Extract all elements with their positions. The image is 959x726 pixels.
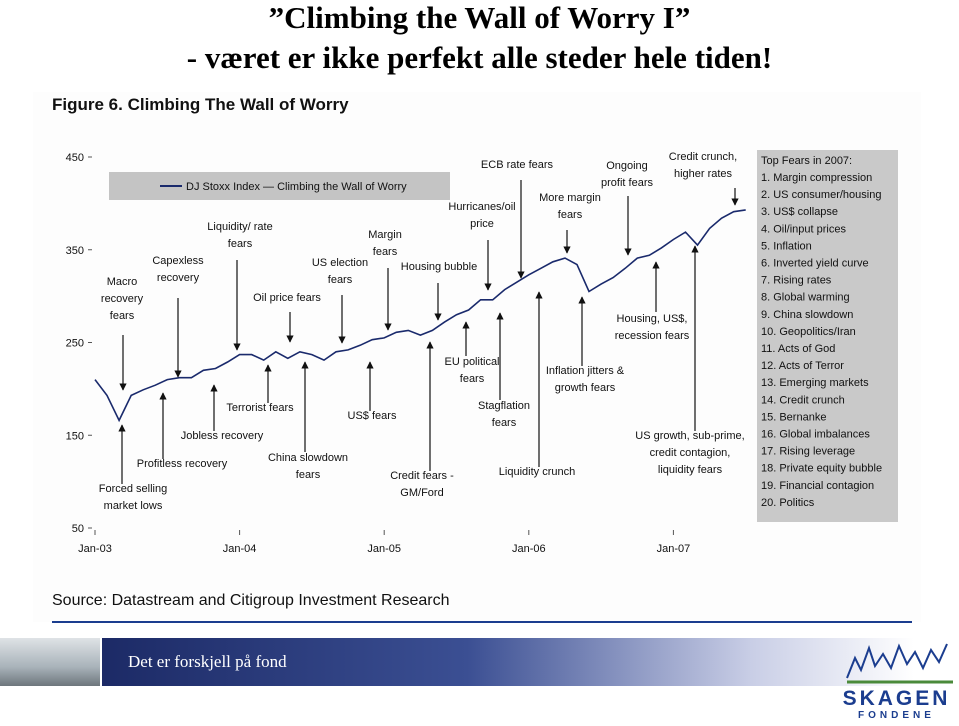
fears-item: 20. Politics	[761, 497, 815, 509]
fears-item: 12. Acts of Terror	[761, 360, 844, 372]
annotation: fears	[296, 469, 321, 481]
annotation: Ongoing	[606, 160, 648, 172]
fears-item: 3. US$ collapse	[761, 206, 838, 218]
slide-subtitle: - været er ikke perfekt alle steder hele…	[186, 40, 773, 75]
annotation: Liquidity crunch	[499, 466, 575, 478]
annotation: GM/Ford	[400, 487, 443, 499]
x-tick-label: Jan-04	[223, 543, 257, 555]
logo-subtext: FONDENE	[858, 710, 935, 721]
annotation: Housing, US$,	[617, 313, 688, 325]
fears-title: Top Fears in 2007:	[761, 155, 852, 167]
annotation: Margin	[368, 229, 402, 241]
annotation: growth fears	[555, 382, 616, 394]
annotation: Housing bubble	[401, 261, 477, 273]
annotation: liquidity fears	[658, 464, 723, 476]
fears-item: 18. Private equity bubble	[761, 463, 882, 475]
annotation: ECB rate fears	[481, 159, 554, 171]
y-tick-label: 450	[66, 152, 84, 164]
annotation: higher rates	[674, 168, 733, 180]
x-tick-label: Jan-05	[367, 543, 401, 555]
annotation: credit contagion,	[650, 447, 731, 459]
figure-title: Figure 6. Climbing The Wall of Worry	[52, 95, 349, 114]
fears-item: 16. Global imbalances	[761, 429, 870, 441]
annotation: Inflation jitters &	[546, 365, 625, 377]
annotation: US growth, sub-prime,	[635, 430, 744, 442]
fears-item: 5. Inflation	[761, 240, 812, 252]
annotation: market lows	[104, 500, 163, 512]
slide-title: ”Climbing the Wall of Worry I”	[268, 0, 691, 35]
fears-box	[757, 150, 898, 522]
fears-item: 4. Oil/input prices	[761, 223, 846, 235]
logo-text: SKAGEN	[842, 687, 951, 710]
annotation: Credit fears -	[390, 470, 454, 482]
annotation: recession fears	[615, 330, 690, 342]
fears-item: 13. Emerging markets	[761, 377, 869, 389]
annotation: fears	[460, 373, 485, 385]
annotation: US$ fears	[348, 410, 397, 422]
footer-text: Det er forskjell på fond	[128, 652, 287, 671]
annotation: fears	[328, 274, 353, 286]
y-tick-label: 350	[66, 245, 84, 257]
fears-item: 7. Rising rates	[761, 275, 832, 287]
fears-item: 11. Acts of God	[761, 343, 835, 355]
annotation: Profitless recovery	[137, 458, 228, 470]
fears-item: 14. Credit crunch	[761, 394, 845, 406]
lighthouse-photo	[0, 638, 100, 686]
chart: Figure 6. Climbing The Wall of Worry Sou…	[52, 95, 912, 623]
annotation: More margin	[539, 192, 601, 204]
annotation: Forced selling	[99, 483, 167, 495]
annotation: fears	[558, 209, 583, 221]
annotation: fears	[228, 238, 253, 250]
series-line	[94, 209, 746, 423]
annotation: Hurricanes/oil	[448, 201, 515, 213]
annotation: fears	[110, 310, 135, 322]
annotation: recovery	[157, 272, 200, 284]
annotation: price	[470, 218, 494, 230]
annotation: fears	[492, 417, 517, 429]
annotation: recovery	[101, 293, 144, 305]
annotation: fears	[373, 246, 398, 258]
y-tick-label: 250	[66, 338, 84, 350]
annotation: Capexless	[152, 255, 204, 267]
fears-item: 19. Financial contagion	[761, 480, 874, 492]
fears-item: 8. Global warming	[761, 292, 850, 304]
annotation: Credit crunch,	[669, 151, 737, 163]
x-tick-label: Jan-03	[78, 543, 112, 555]
fears-item: 9. China slowdown	[761, 309, 853, 321]
annotation: Macro	[107, 276, 138, 288]
logo-icon	[846, 643, 953, 684]
fears-item: 15. Bernanke	[761, 411, 826, 423]
annotation: Liquidity/ rate	[207, 221, 272, 233]
fears-item: 1. Margin compression	[761, 172, 872, 184]
annotation: US election	[312, 257, 368, 269]
annotation: Stagflation	[478, 400, 530, 412]
annotation: profit fears	[601, 177, 653, 189]
y-tick-label: 150	[66, 430, 84, 442]
footer-band	[102, 638, 914, 686]
fears-item: 10. Geopolitics/Iran	[761, 326, 856, 338]
fears-item: 6. Inverted yield curve	[761, 258, 869, 270]
annotation: Oil price fears	[253, 292, 321, 304]
annotation: Terrorist fears	[226, 402, 294, 414]
y-tick-label: 50	[72, 523, 84, 535]
annotation: China slowdown	[268, 452, 348, 464]
fears-item: 2. US consumer/housing	[761, 189, 881, 201]
x-tick-label: Jan-06	[512, 543, 546, 555]
legend-label: DJ Stoxx Index — Climbing the Wall of Wo…	[186, 181, 407, 193]
fears-item: 17. Rising leverage	[761, 446, 855, 458]
logo: SKAGEN FONDENE	[834, 688, 959, 722]
annotation: EU political	[444, 356, 499, 368]
x-tick-label: Jan-07	[657, 543, 691, 555]
annotation: Jobless recovery	[181, 430, 264, 442]
source-note: Source: Datastream and Citigroup Investm…	[52, 592, 450, 609]
